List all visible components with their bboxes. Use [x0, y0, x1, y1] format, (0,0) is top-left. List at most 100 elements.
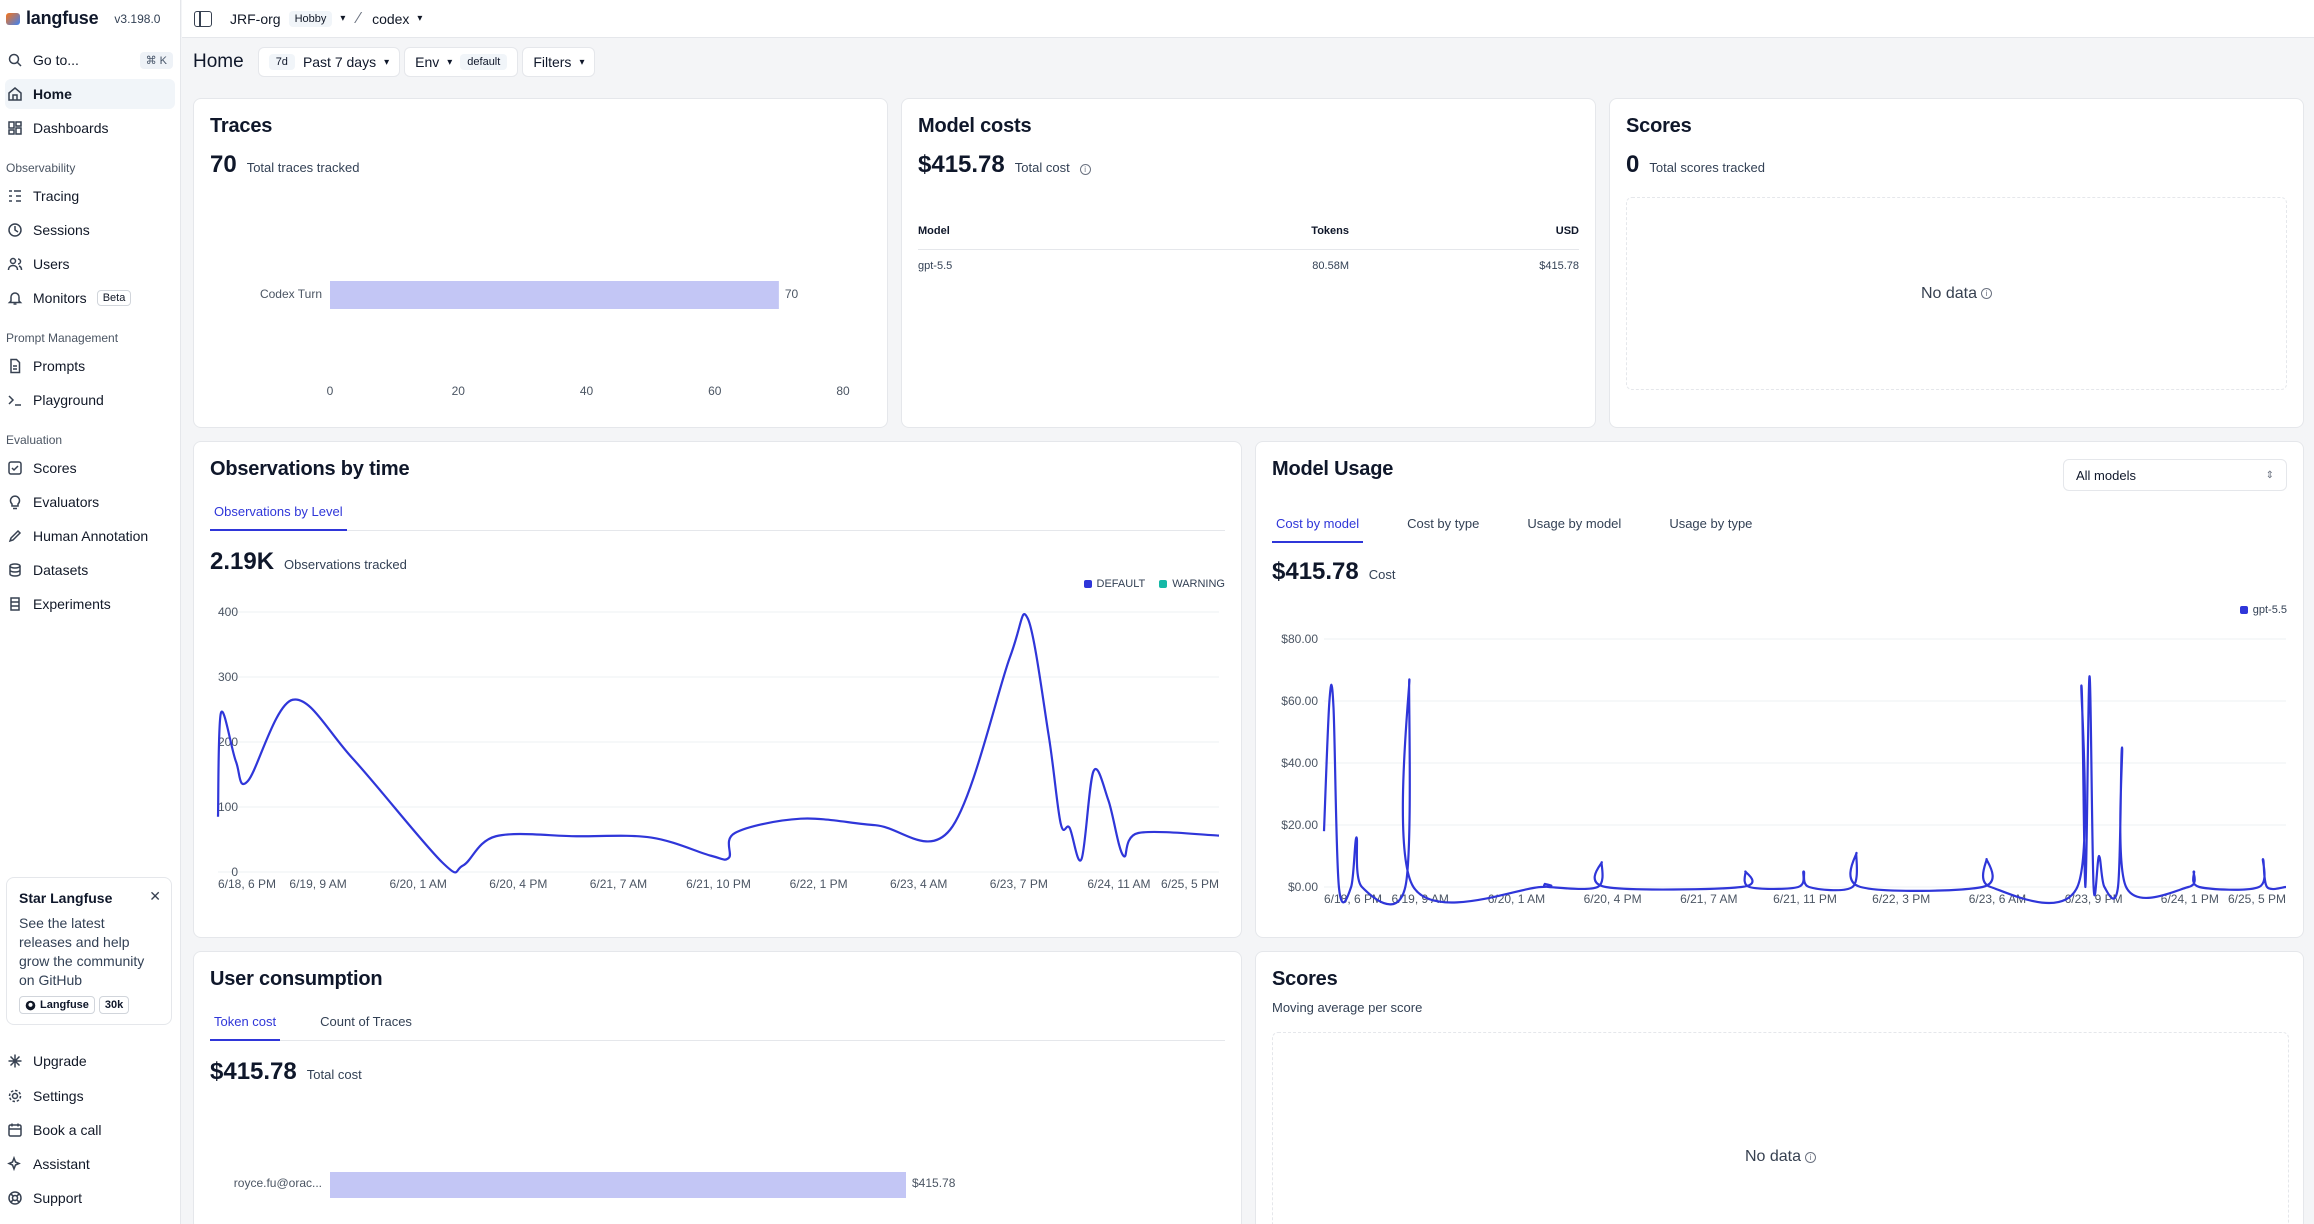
org-name[interactable]: JRF-org [230, 10, 281, 27]
x-tick-label: 6/20, 1 AM [390, 877, 447, 891]
x-tick-label: 0 [327, 384, 334, 398]
x-tick-label: 6/21, 10 PM [686, 877, 751, 891]
sidebar-item-assistant[interactable]: Assistant [5, 1149, 175, 1179]
observations-total: 2.19K [210, 548, 275, 575]
info-icon[interactable]: i [1079, 164, 1091, 175]
database-icon [7, 562, 23, 578]
toggle-sidebar-icon[interactable] [194, 10, 212, 27]
tab-token-cost[interactable]: Token cost [210, 1014, 281, 1041]
column-header: Tokens [1311, 225, 1349, 237]
sidebar-item-upgrade[interactable]: Upgrade [5, 1046, 175, 1076]
sparkles-icon [7, 1156, 23, 1172]
sidebar-item-dashboards[interactable]: Dashboards [5, 113, 175, 143]
model-select[interactable]: All models ⇕ [2063, 459, 2287, 491]
sidebar-item-support[interactable]: Support [5, 1183, 175, 1213]
close-icon[interactable]: ✕ [149, 888, 161, 904]
no-data-text: No data [1920, 284, 1978, 302]
bar [330, 281, 779, 309]
x-tick-label: 6/25, 5 PM [1161, 877, 1219, 891]
legend-item-gpt: gpt-5.5 [2239, 604, 2287, 616]
sidebar-group-observability: Observability [6, 161, 76, 175]
sidebar-item-datasets[interactable]: Datasets [5, 555, 175, 585]
sidebar-item-tracing[interactable]: Tracing [5, 181, 175, 211]
x-tick-label: 6/22, 3 PM [1872, 892, 1930, 906]
sidebar-item-settings[interactable]: Settings [5, 1081, 175, 1111]
model-costs-table: Model Tokens USD gpt-5.5 80.58M $415.78 [918, 225, 1579, 272]
sidebar-item-experiments[interactable]: Experiments [5, 589, 175, 619]
sidebar-item-book-a-call[interactable]: Book a call [5, 1115, 175, 1145]
legend-label: gpt-5.5 [2252, 604, 2287, 616]
github-repo[interactable]: Langfuse [19, 996, 95, 1014]
sidebar-item-human-annotation[interactable]: Human Annotation [5, 521, 175, 551]
users-icon [7, 256, 23, 272]
x-tick-label: 6/18, 6 PM [218, 877, 276, 891]
x-tick-label: 60 [708, 384, 722, 398]
model-costs-total: $415.78 [918, 151, 1005, 178]
bell-icon [7, 290, 23, 306]
observations-title: Observations by time [210, 458, 410, 480]
date-range-label: Past 7 days [302, 54, 377, 70]
chevron-down-icon[interactable]: ▾ [340, 13, 346, 24]
sidebar-group-prompt-management: Prompt Management [6, 331, 119, 345]
tab-usage-by-model[interactable]: Usage by model [1527, 516, 1622, 531]
sidebar-item-users[interactable]: Users [5, 249, 175, 279]
tab-count-of-traces[interactable]: Count of Traces [320, 1014, 412, 1029]
tab-cost-by-type[interactable]: Cost by type [1407, 516, 1480, 531]
goto-search[interactable]: Go to... ⌘ K [5, 45, 175, 75]
logo[interactable]: langfuse v3.198.0 [6, 8, 160, 29]
x-tick-label: 6/23, 7 PM [990, 877, 1048, 891]
sidebar-item-scores[interactable]: Scores [5, 453, 175, 483]
sidebar-item-home[interactable]: Home [5, 79, 175, 109]
sidebar-item-monitors[interactable]: Monitors Beta [5, 283, 175, 313]
info-icon[interactable]: i [1805, 1151, 1817, 1163]
env-filter[interactable]: Env ▾ default [404, 47, 519, 77]
scores-total: 0 [1626, 151, 1640, 178]
user-consumption-title: User consumption [210, 968, 383, 990]
y-tick-label: $60.00 [1281, 694, 1318, 708]
page-title: Home [193, 51, 244, 72]
tab-cost-by-model[interactable]: Cost by model [1272, 516, 1364, 543]
x-tick-label: 6/23, 9 PM [2065, 892, 2123, 906]
sidebar-item-label: Settings [33, 1088, 84, 1104]
x-tick-label: 20 [452, 384, 466, 398]
sidebar-item-label: Datasets [33, 562, 89, 578]
app-version: v3.198.0 [114, 11, 161, 26]
github-star-button[interactable]: Langfuse 30k [19, 996, 159, 1014]
x-tick-label: 6/25, 5 PM [2228, 892, 2286, 906]
user-consumption-total-label: Total cost [306, 1067, 362, 1082]
sidebar-item-label: Dashboards [33, 120, 109, 136]
sidebar-item-label: Book a call [33, 1122, 102, 1138]
plan-badge: Hobby [288, 10, 333, 27]
sidebar-item-playground[interactable]: Playground [5, 385, 175, 415]
chevron-down-icon[interactable]: ▾ [417, 13, 423, 24]
sidebar-item-prompts[interactable]: Prompts [5, 351, 175, 381]
y-tick-label: $0.00 [1288, 880, 1318, 894]
info-icon[interactable]: i [1981, 288, 1993, 299]
sidebar-item-label: Assistant [33, 1156, 90, 1172]
model-costs-title: Model costs [918, 115, 1032, 137]
chevron-down-icon: ▾ [384, 56, 390, 68]
date-range-picker[interactable]: 7d Past 7 days ▾ [257, 47, 401, 77]
terminal-icon [7, 392, 23, 408]
x-tick-label: 6/19, 9 AM [1392, 892, 1449, 906]
traces-bar-chart: Codex Turn 70 0 20 40 60 80 [260, 281, 850, 398]
y-tick-label: 0 [231, 865, 238, 879]
model-usage-card: Model Usage All models ⇕ Cost by model C… [1255, 441, 2304, 938]
filters-button[interactable]: Filters ▾ [522, 47, 596, 77]
tab-observations-by-level[interactable]: Observations by Level [210, 504, 347, 531]
sidebar-item-label: Tracing [33, 188, 80, 204]
project-name[interactable]: codex [372, 10, 410, 27]
x-tick-label: 80 [836, 384, 850, 398]
cell-tokens: 80.58M [1312, 260, 1349, 272]
y-category-label: royce.fu@orac... [234, 1176, 322, 1190]
tab-usage-by-type[interactable]: Usage by type [1669, 516, 1753, 531]
sidebar-item-sessions[interactable]: Sessions [5, 215, 175, 245]
sidebar-item-evaluators[interactable]: Evaluators [5, 487, 175, 517]
chevron-down-icon: ▾ [447, 56, 453, 68]
scores-total-label: Total scores tracked [1649, 160, 1765, 175]
sidebar: langfuse v3.198.0 Go to... ⌘ K Home Dash… [0, 0, 181, 1224]
star-card-title: Star Langfuse [19, 890, 113, 906]
goto-label: Go to... [33, 52, 79, 68]
scores-bottom-subtitle: Moving average per score [1272, 1000, 1423, 1015]
sidebar-group-evaluation: Evaluation [6, 433, 63, 447]
